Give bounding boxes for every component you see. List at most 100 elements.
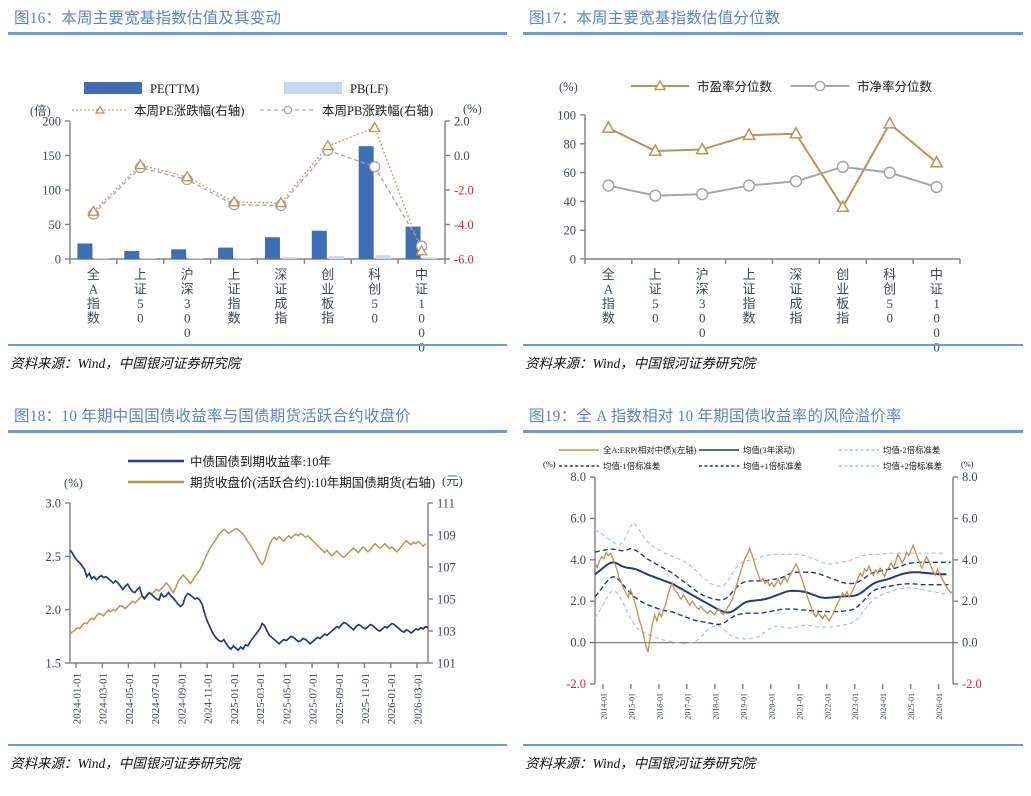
fig16-pb-bar (281, 256, 297, 259)
fig17-title-rule (523, 32, 1023, 35)
svg-text:2024-09-01: 2024-09-01 (176, 673, 188, 724)
svg-text:深: 深 (789, 267, 802, 282)
svg-text:中债国债到期收益率:10年: 中债国债到期收益率:10年 (190, 454, 331, 469)
fig16-pe-bar (124, 250, 140, 259)
fig17-source: 资料来源：Wind，中国银河证券研究院 (525, 356, 756, 371)
svg-text:证: 证 (228, 281, 241, 296)
fig16-pe-bar (264, 236, 280, 259)
fig17-svg: (%) 市盈率分位数 市净率分位数020406080100全A指数上证50沪深300… (557, 79, 961, 354)
svg-text:200: 200 (42, 114, 61, 128)
fig19-source: 资料来源：Wind，中国银河证券研究院 (525, 756, 756, 771)
svg-text:8.0: 8.0 (570, 470, 586, 484)
svg-text:市盈率分位数: 市盈率分位数 (697, 79, 773, 94)
svg-text:均值(3年滚动): 均值(3年滚动) (743, 445, 795, 455)
fig16-pe-bar (171, 248, 187, 259)
svg-text:0: 0 (933, 339, 940, 354)
svg-text:沪: 沪 (181, 267, 194, 282)
svg-text:指: 指 (602, 296, 615, 311)
svg-text:科: 科 (368, 267, 381, 282)
svg-text:深: 深 (274, 267, 287, 282)
svg-text:证: 证 (649, 281, 662, 296)
fig19-chart: 全A:ERP(相对中债)(左轴) 均值(3年滚动) 均值-2倍标准差 (%) 均值-1倍… (523, 435, 1023, 765)
svg-text:0: 0 (184, 325, 191, 340)
fig16-chart: PE(TTM) PB(LF) (倍) 本周PE涨跌幅(右轴) 本周PB涨跌幅(右轴) (%… (8, 37, 507, 367)
svg-text:2025-11-01: 2025-11-01 (360, 673, 372, 724)
fig18-title-rule (8, 430, 507, 433)
svg-text:创: 创 (883, 281, 896, 296)
svg-text:107: 107 (437, 560, 456, 574)
svg-text:0: 0 (699, 310, 706, 325)
svg-text:PB(LF): PB(LF) (350, 82, 388, 96)
panel-fig17: 图17：本周主要宽基指数估值分位数 (%) 市盈率分位数 市净率分位数 0 20 40 60… (515, 0, 1031, 398)
svg-text:(%): (%) (559, 80, 578, 94)
svg-text:A: A (604, 281, 614, 296)
svg-text:均值-1倍标准差: 均值-1倍标准差 (603, 461, 660, 471)
svg-text:科: 科 (883, 267, 896, 282)
fig18-source-rule (8, 744, 507, 746)
svg-text:板: 板 (836, 296, 849, 311)
svg-text:2019-01: 2019-01 (739, 693, 748, 720)
svg-text:(元): (元) (442, 474, 463, 488)
svg-text:2.5: 2.5 (45, 549, 61, 563)
panel-fig19: 图19：全 A 指数相对 10 年期国债收益率的风险溢价率 全A:ERP(相对中… (515, 398, 1031, 796)
svg-text:业: 业 (836, 281, 849, 296)
svg-text:20: 20 (564, 223, 577, 237)
fig16-pe-bar (77, 242, 93, 259)
fig16-pe-bar (358, 145, 374, 259)
svg-text:上: 上 (228, 267, 241, 282)
svg-text:数: 数 (602, 310, 615, 325)
svg-text:2014-01: 2014-01 (600, 693, 609, 720)
svg-text:2018-01: 2018-01 (711, 693, 720, 720)
svg-text:100: 100 (557, 108, 576, 122)
svg-text:2026-01: 2026-01 (935, 693, 944, 720)
svg-text:2015-01: 2015-01 (627, 693, 636, 720)
svg-text:0: 0 (570, 252, 576, 266)
svg-text:数: 数 (228, 310, 241, 325)
fig16-pe-bar (218, 247, 234, 259)
fig19-erp-line (594, 543, 954, 652)
fig19-source-rule (523, 744, 1023, 746)
svg-text:全: 全 (87, 267, 100, 282)
fig18-yield-line (69, 548, 429, 651)
svg-text:2025-05-01: 2025-05-01 (281, 673, 293, 724)
svg-text:4.0: 4.0 (962, 552, 978, 566)
svg-text:市净率分位数: 市净率分位数 (857, 79, 933, 94)
svg-text:0: 0 (184, 310, 191, 325)
svg-text:0: 0 (886, 310, 893, 325)
svg-text:3: 3 (699, 296, 706, 311)
fig18-svg: 中债国债到期收益率:10年 (%) 期货收盘价(活跃合约):10年期国债期货(右轴)… (45, 454, 463, 724)
svg-text:2024-01: 2024-01 (879, 693, 888, 720)
svg-text:6.0: 6.0 (570, 511, 586, 525)
svg-text:证: 证 (134, 281, 147, 296)
fig16-pb-bar (141, 257, 157, 259)
svg-text:数: 数 (743, 310, 756, 325)
svg-text:中: 中 (415, 267, 428, 282)
svg-text:6.0: 6.0 (962, 511, 978, 525)
svg-text:证: 证 (415, 281, 428, 296)
svg-text:指: 指 (228, 296, 241, 311)
svg-text:均值+1倍标准差: 均值+1倍标准差 (743, 461, 802, 471)
svg-text:103: 103 (437, 624, 456, 638)
svg-text:中: 中 (930, 267, 943, 282)
svg-text:5: 5 (652, 296, 659, 311)
svg-text:指: 指 (274, 310, 287, 325)
fig16-pb-bar (328, 255, 344, 259)
svg-text:-2.0: -2.0 (566, 677, 586, 691)
svg-text:0: 0 (371, 310, 378, 325)
svg-text:8.0: 8.0 (962, 470, 978, 484)
svg-text:0: 0 (137, 310, 144, 325)
svg-text:指: 指 (836, 310, 849, 325)
fig18-futures-line (69, 527, 427, 635)
svg-text:0: 0 (699, 325, 706, 340)
svg-text:均值+2倍标准差: 均值+2倍标准差 (883, 461, 942, 471)
svg-text:2024-07-01: 2024-07-01 (150, 673, 162, 724)
svg-text:2024-05-01: 2024-05-01 (124, 673, 136, 724)
fig16-source: 资料来源：Wind，中国银河证券研究院 (10, 356, 241, 371)
fig16-pb-bar (422, 256, 438, 259)
fig16-pb-bar (94, 257, 110, 259)
svg-text:2025-07-01: 2025-07-01 (308, 673, 320, 724)
svg-text:PE(TTM): PE(TTM) (150, 82, 199, 96)
svg-text:(%): (%) (64, 476, 83, 490)
svg-text:指: 指 (321, 310, 334, 325)
